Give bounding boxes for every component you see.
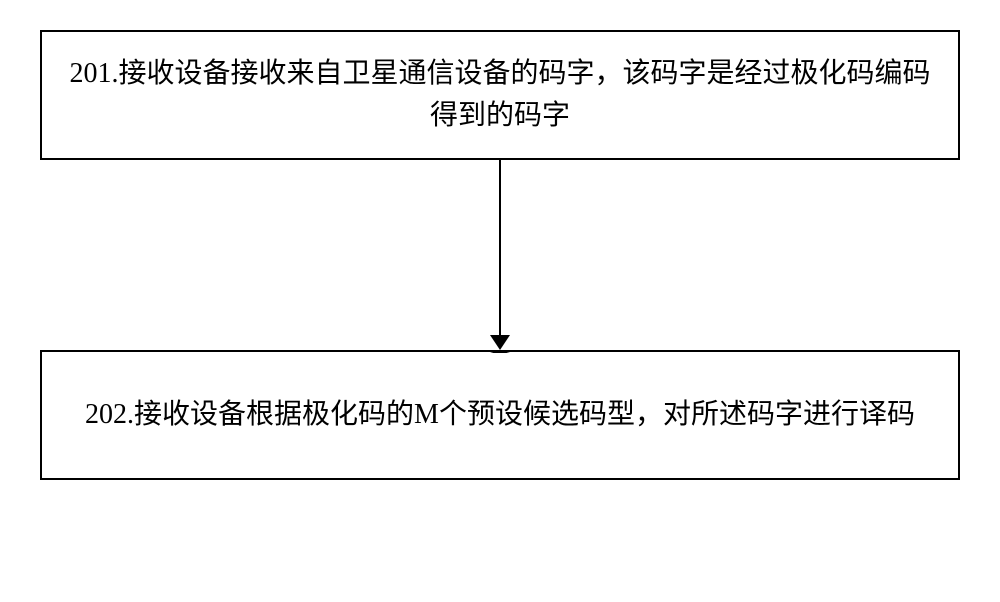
flowchart-edge-arrowhead: [490, 335, 510, 353]
flowchart-canvas: 201.接收设备接收来自卫星通信设备的码字，该码字是经过极化码编码得到的码字 2…: [0, 0, 1000, 602]
flowchart-node-202: 202.接收设备根据极化码的M个预设候选码型，对所述码字进行译码: [40, 350, 960, 480]
flowchart-node-201: 201.接收设备接收来自卫星通信设备的码字，该码字是经过极化码编码得到的码字: [40, 30, 960, 160]
flowchart-edge-line: [499, 160, 501, 335]
node-201-text: 201.接收设备接收来自卫星通信设备的码字，该码字是经过极化码编码得到的码字: [62, 53, 938, 137]
node-202-text: 202.接收设备根据极化码的M个预设候选码型，对所述码字进行译码: [85, 394, 915, 436]
